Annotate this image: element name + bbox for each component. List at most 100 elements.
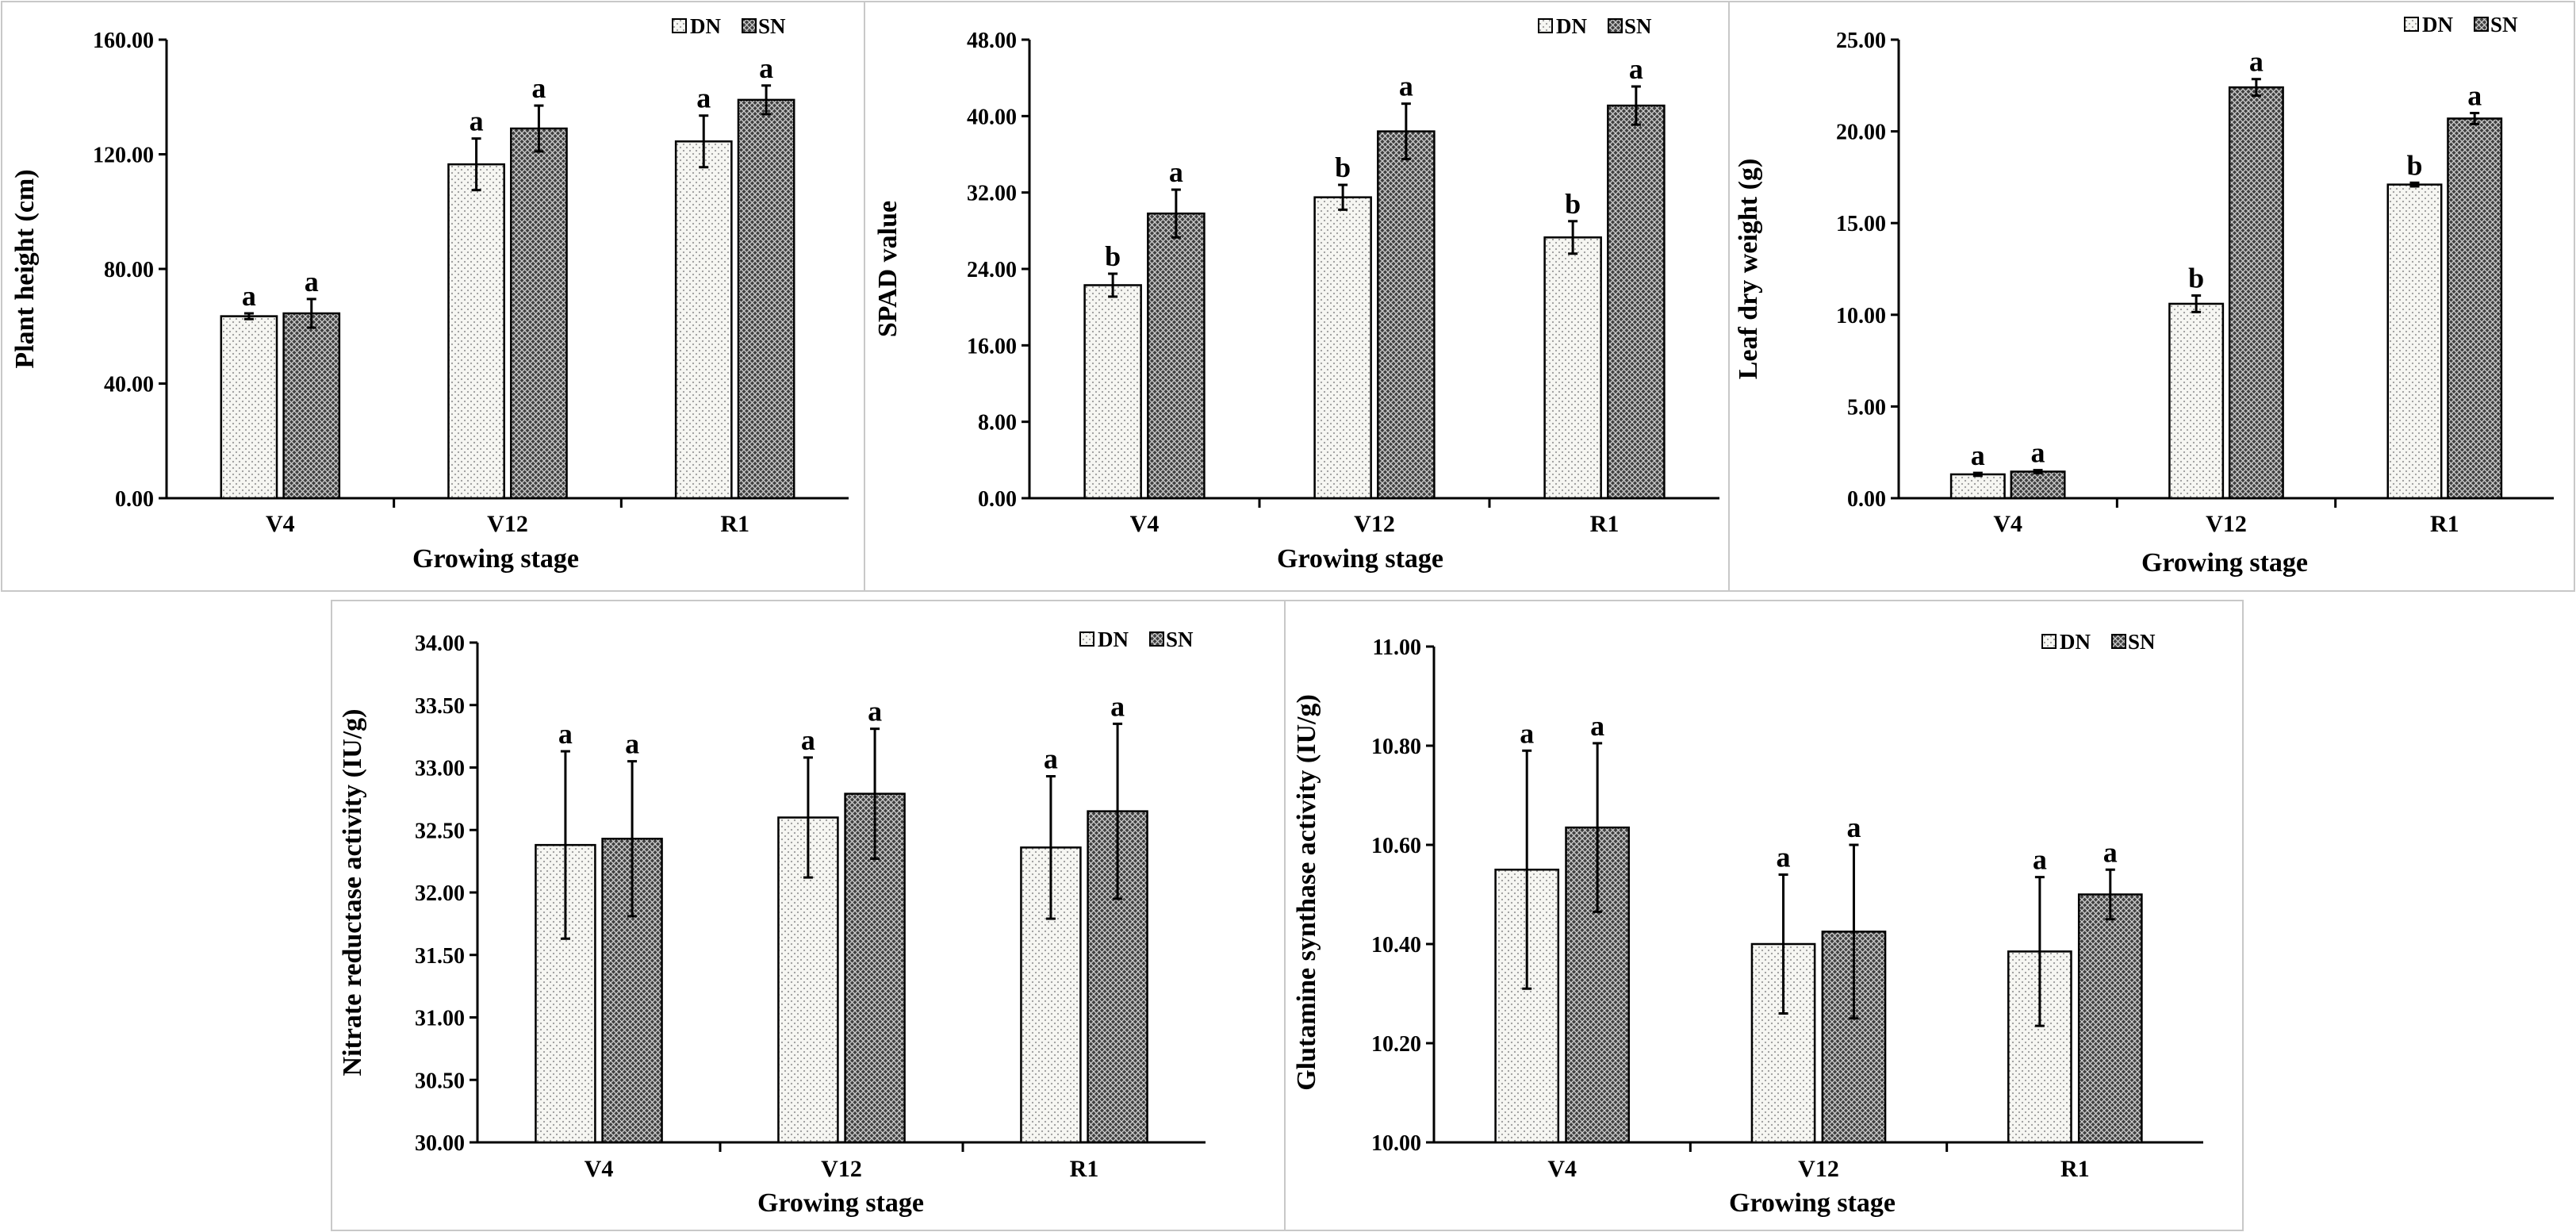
legend-swatch-dn [1079, 631, 1094, 647]
legend-label-sn: SN [758, 14, 786, 38]
significance-letter: a [801, 724, 815, 756]
y-tick-label: 40.00 [104, 373, 154, 397]
y-tick-label: 25.00 [1836, 29, 1886, 53]
y-tick-label: 10.60 [1371, 834, 1421, 858]
y-axis-title: Leaf dry weight (g) [1734, 159, 1763, 380]
legend-label-dn: DN [2422, 13, 2453, 36]
significance-letter: a [1971, 439, 1985, 471]
y-tick-label: 31.00 [415, 1007, 465, 1031]
legend-label-sn: SN [1166, 628, 1194, 651]
x-axis-title: Growing stage [412, 544, 579, 574]
y-tick-label: 30.00 [415, 1131, 465, 1156]
y-tick-label: 120.00 [93, 144, 154, 168]
significance-letter: a [242, 280, 256, 312]
y-tick-label: 10.00 [1836, 304, 1886, 328]
y-tick-label: 160.00 [93, 29, 154, 53]
chart-panel-2: 0.00 8.00 16.00 24.00 32.00 40.00 48.00 V4 b a V12… [864, 1, 1730, 592]
significance-letter: a [868, 696, 882, 727]
bar-dn-v4 [220, 315, 278, 500]
legend-swatch-dn [1538, 18, 1553, 33]
y-tick-label: 0.00 [1847, 487, 1886, 512]
x-axis-title: Growing stage [1729, 1188, 1896, 1218]
bar-dn-v12 [2168, 302, 2225, 500]
y-tick-label: 15.00 [1836, 212, 1886, 236]
significance-letter: a [1777, 842, 1791, 873]
x-tick-label: R1 [2060, 1156, 2090, 1182]
legend-label-dn: DN [1556, 14, 1587, 38]
y-tick-label: 10.40 [1371, 933, 1421, 958]
significance-letter: a [1110, 690, 1125, 722]
x-tick-label: V4 [266, 511, 295, 537]
significance-letter: a [558, 718, 573, 750]
significance-letter: a [759, 52, 773, 84]
significance-letter: a [1590, 710, 1604, 742]
chart-panel-5: 10.00 10.20 10.40 10.60 10.80 11.00 V4 a a V12 a a R… [1284, 600, 2244, 1231]
chart-panel-3: 0.00 5.00 10.00 15.00 20.00 25.00 V4 a a V12 b a R1 b… [1728, 1, 2575, 592]
y-tick-label: 5.00 [1847, 395, 1886, 420]
bar-sn-v12 [510, 127, 568, 500]
significance-letter: b [1105, 240, 1121, 272]
y-tick-label: 32.00 [967, 182, 1017, 206]
y-tick-label: 48.00 [967, 29, 1017, 53]
significance-letter: b [2188, 263, 2204, 294]
significance-letter: a [625, 728, 639, 760]
x-tick-label: V12 [1354, 511, 1395, 537]
bar-sn-r1 [2447, 117, 2503, 500]
y-tick-label: 0.00 [115, 487, 154, 512]
y-tick-label: 16.00 [967, 334, 1017, 359]
legend: DN SN [2404, 13, 2518, 36]
legend: DN SN [1538, 14, 1652, 38]
bar-sn-v4 [2010, 470, 2066, 500]
x-tick-label: R1 [1070, 1156, 1099, 1182]
x-tick-label: V12 [2206, 511, 2247, 537]
y-tick-label: 11.00 [1373, 635, 1421, 660]
significance-letter: a [1169, 156, 1183, 188]
y-tick-label: 33.00 [415, 757, 465, 781]
y-tick-label: 10.00 [1371, 1131, 1421, 1156]
bar-dn-v12 [1313, 196, 1372, 500]
y-tick-label: 34.00 [415, 631, 465, 656]
legend-swatch-dn [2404, 17, 2419, 32]
significance-letter: a [2103, 836, 2118, 868]
bar-sn-v4 [282, 312, 341, 500]
y-tick-label: 30.50 [415, 1069, 465, 1093]
x-tick-label: V4 [1993, 511, 2022, 537]
legend-swatch-dn [2041, 634, 2057, 649]
y-tick-label: 10.80 [1371, 735, 1421, 759]
bar-dn-r1 [674, 140, 733, 500]
legend-swatch-sn [2111, 634, 2126, 649]
x-tick-label: V12 [487, 511, 528, 537]
y-axis-title: Glutamine synthase activity (IU/g) [1292, 694, 1321, 1091]
x-axis-title: Growing stage [2141, 548, 2308, 578]
significance-letter: a [1520, 717, 1534, 749]
bar-sn-r1 [737, 98, 795, 500]
y-tick-label: 0.00 [978, 487, 1017, 512]
bar-dn-v4 [1949, 473, 2006, 500]
y-tick-label: 31.50 [415, 944, 465, 969]
y-tick-label: 40.00 [967, 105, 1017, 129]
x-tick-label: V4 [1130, 511, 1160, 537]
x-tick-label: V4 [585, 1156, 614, 1182]
legend-label-dn: DN [690, 14, 721, 38]
x-tick-label: R1 [720, 511, 749, 537]
significance-letter: b [1565, 188, 1581, 220]
legend-label-dn: DN [2060, 630, 2091, 654]
bar-sn-v12 [1377, 130, 1436, 500]
significance-letter: a [2033, 844, 2047, 876]
y-tick-label: 10.20 [1371, 1032, 1421, 1057]
legend-swatch-sn [1608, 18, 1623, 33]
legend-label-sn: SN [2128, 630, 2156, 654]
y-tick-label: 24.00 [967, 258, 1017, 282]
significance-letter: a [1399, 71, 1413, 102]
y-tick-label: 80.00 [104, 258, 154, 282]
significance-letter: a [531, 72, 546, 104]
x-axis-title: Growing stage [1277, 544, 1443, 574]
y-tick-label: 20.00 [1836, 121, 1886, 145]
legend-label-sn: SN [2490, 13, 2518, 36]
legend: DN SN [1079, 628, 1194, 651]
significance-letter: a [1629, 53, 1643, 85]
bar-dn-v12 [777, 816, 839, 1144]
y-axis-title: Nitrate reductase activity (IU/g) [338, 709, 367, 1077]
x-tick-label: V12 [1798, 1156, 1839, 1182]
